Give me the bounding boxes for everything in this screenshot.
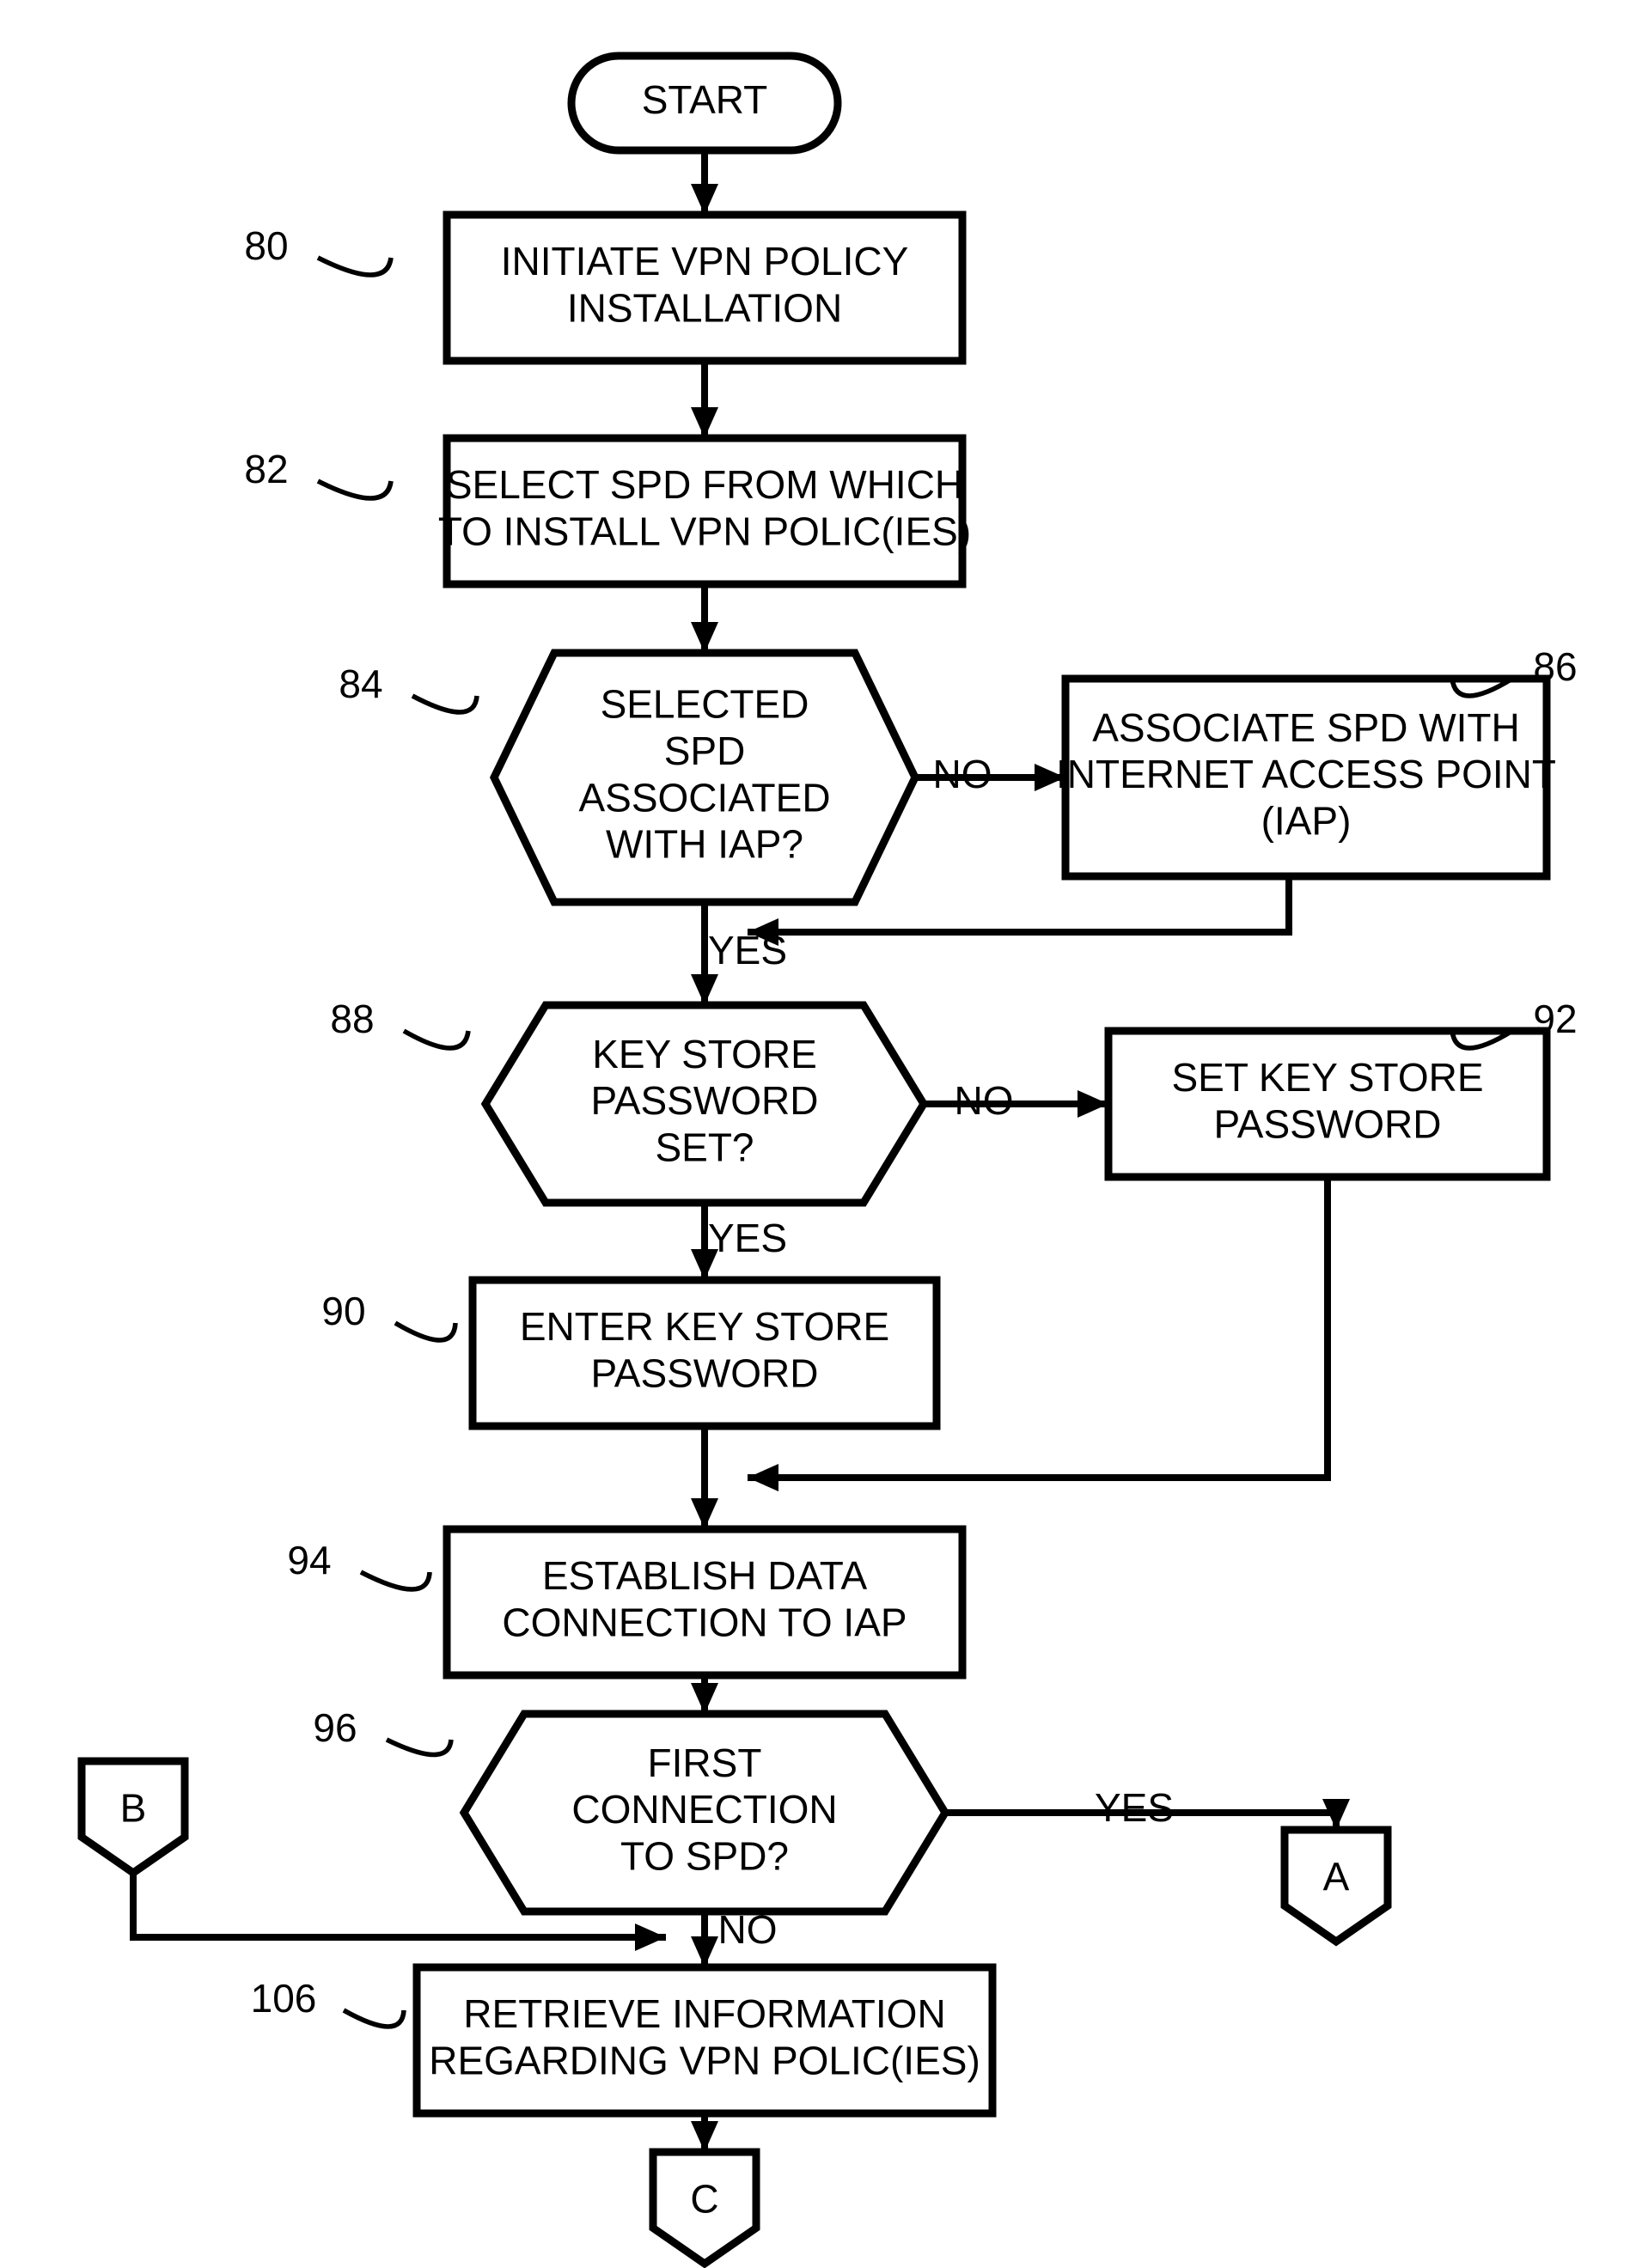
ref-label: 90 — [321, 1289, 365, 1333]
node-text: ENTER KEY STORE — [520, 1304, 889, 1349]
arrow-head — [691, 1683, 718, 1714]
ref-label: 96 — [313, 1705, 357, 1750]
node-text: C — [690, 2177, 718, 2222]
node-text: SET? — [655, 1125, 754, 1169]
node-text: SET KEY STORE — [1171, 1055, 1483, 1100]
ref-tail — [318, 258, 391, 275]
edge-label: YES — [1095, 1785, 1174, 1830]
arrow-head — [691, 1498, 718, 1529]
arrow-head — [691, 1936, 718, 1967]
node-text: PASSWORD — [591, 1078, 819, 1123]
ref-tail — [412, 696, 477, 712]
arrow-head — [691, 2121, 718, 2152]
node-text: SELECT SPD FROM WHICH — [446, 462, 963, 507]
node-text: RETRIEVE INFORMATION — [463, 1991, 945, 2036]
node-text: REGARDING VPN POLIC(IES) — [429, 2038, 980, 2082]
node-text: INSTALLATION — [567, 285, 842, 330]
arrow-head — [691, 622, 718, 653]
node-text: START — [642, 77, 768, 122]
node-text: TO SPD? — [620, 1833, 789, 1878]
node-text: WITH IAP? — [606, 822, 803, 867]
arrow-head — [691, 184, 718, 215]
ref-label: 86 — [1533, 644, 1577, 689]
node-text: INITIATE VPN POLICY — [501, 239, 909, 284]
node-text: CONNECTION — [571, 1787, 837, 1832]
ref-label: 94 — [287, 1538, 331, 1582]
node-text: TO INSTALL VPN POLIC(IES) — [438, 509, 971, 553]
node-text: PASSWORD — [591, 1350, 819, 1395]
node-text: ESTABLISH DATA — [542, 1553, 868, 1598]
edge-label: YES — [708, 1216, 787, 1260]
node-text: KEY STORE — [592, 1032, 817, 1076]
node-text: ASSOCIATED — [578, 775, 830, 820]
ref-label: 82 — [244, 447, 288, 491]
arrow-head — [691, 407, 718, 438]
ref-label: 92 — [1533, 997, 1577, 1041]
ref-tail — [318, 481, 391, 498]
ref-tail — [344, 2010, 404, 2027]
node-text: PASSWORD — [1214, 1101, 1442, 1146]
ref-label: 80 — [244, 223, 288, 268]
edge-label: NO — [955, 1078, 1014, 1123]
node-text: A — [1323, 1855, 1350, 1899]
node-text: CONNECTION TO IAP — [502, 1600, 907, 1644]
ref-tail — [387, 1740, 451, 1755]
arrow-head — [635, 1924, 666, 1951]
node-text: FIRST — [648, 1741, 762, 1785]
ref-tail — [361, 1572, 430, 1589]
ref-tail — [404, 1031, 468, 1048]
node-text: B — [120, 1786, 147, 1831]
node-text: INTERNET ACCESS POINT — [1056, 752, 1556, 796]
edge-label: NO — [933, 752, 992, 796]
ref-label: 88 — [330, 997, 374, 1041]
node-text: SELECTED — [601, 682, 809, 727]
node-text: ASSOCIATE SPD WITH — [1092, 705, 1520, 750]
ref-tail — [395, 1323, 455, 1340]
node-text: (IAP) — [1261, 798, 1352, 843]
ref-label: 106 — [251, 1976, 317, 2021]
ref-label: 84 — [339, 662, 382, 706]
node-text: SPD — [664, 729, 746, 773]
arrow-head — [748, 1464, 778, 1491]
arrow-head — [691, 974, 718, 1005]
arrow-head — [1078, 1090, 1108, 1118]
